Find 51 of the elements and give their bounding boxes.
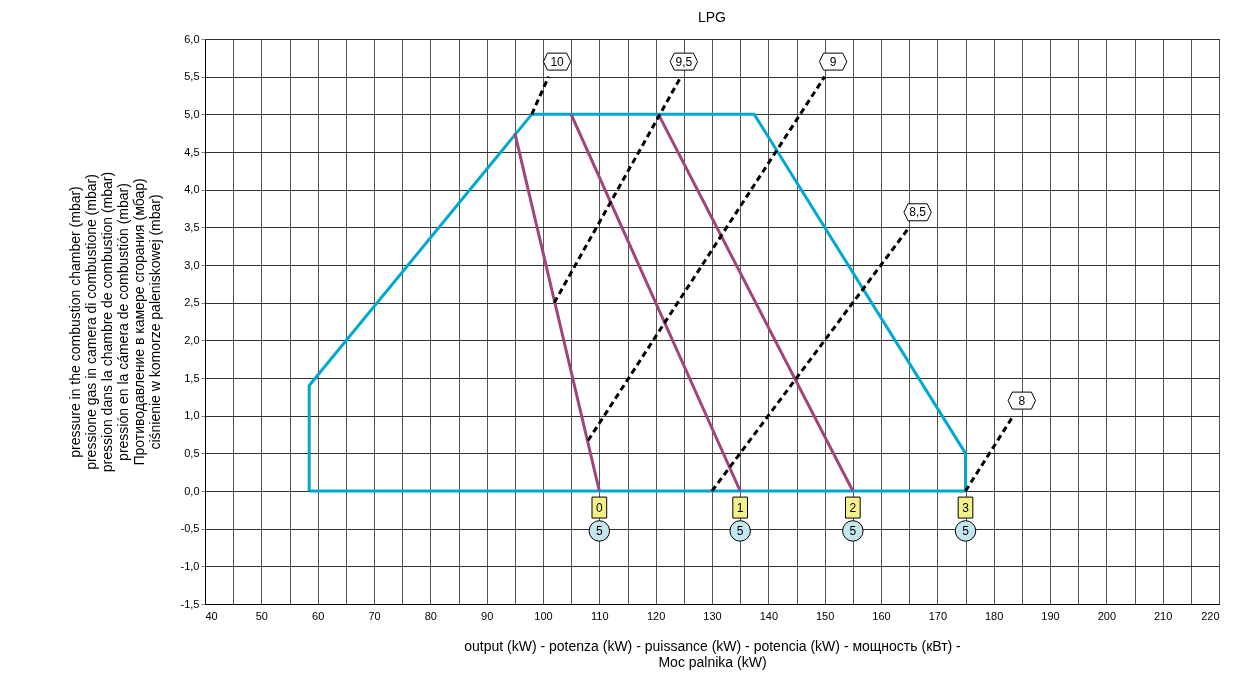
x-tick-label: 60 xyxy=(312,609,325,622)
x-tick-label: 220 xyxy=(1201,609,1220,622)
y-tick-label: -1,0 xyxy=(180,559,200,572)
y-tick-label: 2,5 xyxy=(184,296,200,309)
y-tick-label: 2,0 xyxy=(184,333,200,346)
y-tick-label: 4,5 xyxy=(184,145,200,158)
chart-title: LPG xyxy=(697,9,727,25)
x-tick-label: 110 xyxy=(591,609,609,622)
y-tick-label: 1,5 xyxy=(184,371,200,384)
x-tick-label: 160 xyxy=(872,609,891,622)
x-tick-label: 180 xyxy=(984,609,1004,622)
y-tick-label: 5,5 xyxy=(184,70,200,83)
y-axis-title: pressure in the combustion chamber (mbar) pressione gas in camera di combustione (mbar) pression dans la chambre de combustion (mbar) pressión en la cámera de combustión (mbar) Противодавление в камере сгорания (мбар) ciśnienie w komorze paleniskowej (mbar) xyxy=(66,171,163,473)
y-tick-label: 5,0 xyxy=(184,107,200,120)
annotation: 5 xyxy=(595,523,603,538)
y-tick-label: -0,5 xyxy=(180,522,200,535)
annotation: 8 xyxy=(1018,393,1026,408)
y-tick-label: 3,5 xyxy=(184,220,200,233)
y-tick-label: 0,5 xyxy=(184,446,200,459)
x-tick-label: 190 xyxy=(1041,609,1060,622)
annotation: 0 xyxy=(595,500,603,515)
x-tick-label: 150 xyxy=(815,609,835,622)
annotation: 2 xyxy=(849,500,857,515)
annotation: 10 xyxy=(550,54,565,69)
annotation: 3 xyxy=(962,500,970,515)
y-tick-label: 6,0 xyxy=(184,32,200,45)
y-tick-label: -1,5 xyxy=(180,597,200,610)
x-tick-label: 40 xyxy=(205,609,218,622)
x-tick-label: 210 xyxy=(1153,609,1173,622)
annotation: 5 xyxy=(849,523,857,538)
x-tick-label: 140 xyxy=(759,609,779,622)
y-tick-label: 4,0 xyxy=(184,183,200,196)
y-tick-label: 1,0 xyxy=(184,409,200,422)
annotation: 5 xyxy=(962,523,970,538)
x-tick-label: 130 xyxy=(703,609,722,622)
x-tick-label: 170 xyxy=(928,609,948,622)
y-tick-label: 3,0 xyxy=(184,258,200,271)
annotation: 9,5 xyxy=(675,54,693,69)
x-axis-title: output (kW) - potenza (kW) - puissance (kW) - potencia (kW) - мощность (кВт) - Moc palnika (kW) xyxy=(464,637,962,670)
x-tick-label: 90 xyxy=(481,609,494,622)
annotation: 5 xyxy=(736,523,744,538)
annotation: 8,5 xyxy=(909,205,927,220)
x-tick-label: 80 xyxy=(424,609,437,622)
x-tick-label: 120 xyxy=(646,609,666,622)
x-tick-label: 70 xyxy=(368,609,381,622)
x-tick-label: 200 xyxy=(1097,609,1117,622)
x-tick-label: 100 xyxy=(534,609,553,622)
x-tick-label: 50 xyxy=(255,609,268,622)
y-tick-label: 0,0 xyxy=(184,484,200,497)
annotation: 1 xyxy=(736,500,744,515)
annotation: 9 xyxy=(829,54,837,69)
